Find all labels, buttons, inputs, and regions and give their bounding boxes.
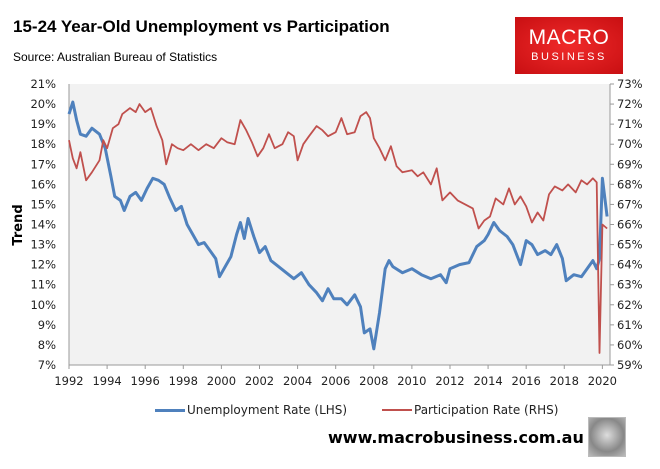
macrobusiness-logo: MACRO BUSINESS <box>515 17 623 74</box>
x-tick: 2020 <box>588 374 617 388</box>
unemployment-line <box>67 100 609 351</box>
participation-line <box>68 103 608 354</box>
y-tick-left: 19% <box>30 117 56 131</box>
y-tick-left: 15% <box>30 197 56 211</box>
y-tick-left: 14% <box>30 218 56 232</box>
x-tick: 1996 <box>131 374 160 388</box>
legend-label: Unemployment Rate (LHS) <box>187 403 348 417</box>
y-tick-left: 11% <box>30 278 56 292</box>
chart-source: Source: Australian Bureau of Statistics <box>13 50 218 64</box>
y-tick-left: 21% <box>30 77 56 91</box>
x-tick: 1992 <box>54 374 83 388</box>
x-tick: 1998 <box>169 374 198 388</box>
y-tick-left: 12% <box>30 258 56 272</box>
y-tick-left: 20% <box>30 97 56 111</box>
y-tick-right: 60% <box>617 338 643 352</box>
y-tick-right: 62% <box>617 298 643 312</box>
x-tick: 2014 <box>473 374 502 388</box>
x-tick: 2000 <box>207 374 236 388</box>
legend-item-unemployment: Unemployment Rate (LHS) <box>155 403 347 417</box>
plot-area <box>69 84 610 365</box>
chart-title: 15-24 Year-Old Unemployment vs Participa… <box>13 17 390 36</box>
y-tick-left: 17% <box>30 157 56 171</box>
x-tick: 2010 <box>397 374 426 388</box>
x-tick: 2006 <box>321 374 350 388</box>
legend-label: Participation Rate (RHS) <box>414 403 559 417</box>
logo-line1: MACRO <box>528 26 610 49</box>
x-tick: 2018 <box>550 374 579 388</box>
y-tick-left: 10% <box>30 298 56 312</box>
x-tick: 2002 <box>245 374 274 388</box>
y-tick-right: 72% <box>617 97 643 111</box>
y-tick-right: 66% <box>617 218 643 232</box>
y-tick-right: 71% <box>617 117 643 131</box>
x-tick: 2004 <box>283 374 312 388</box>
x-tick: 2016 <box>512 374 541 388</box>
y-tick-right: 64% <box>617 258 643 272</box>
y-tick-left: 7% <box>38 358 56 372</box>
legend-item-participation: Participation Rate (RHS) <box>382 403 558 417</box>
y-tick-left: 16% <box>30 177 56 191</box>
website-url: www.macrobusiness.com.au <box>328 428 584 447</box>
wolf-icon <box>588 417 626 457</box>
y-tick-left: 13% <box>30 238 56 252</box>
y-tick-left: 9% <box>38 318 56 332</box>
y-tick-right: 73% <box>617 77 643 91</box>
y-tick-right: 69% <box>617 157 643 171</box>
y-axis-label: Trend <box>11 204 26 245</box>
x-tick: 1994 <box>92 374 121 388</box>
x-tick: 2008 <box>359 374 388 388</box>
line-chart: 7% 8% 9% 10% 11% 12% 13% 14% 15% 16% 17% 18% 19% 20% 2… <box>11 77 643 388</box>
y-tick-left: 8% <box>38 338 56 352</box>
y-tick-right: 61% <box>617 318 643 332</box>
legend-swatch-blue <box>155 408 185 412</box>
y-tick-right: 67% <box>617 197 643 211</box>
y-tick-left: 18% <box>30 137 56 151</box>
logo-line2: BUSINESS <box>531 51 607 63</box>
y-tick-right: 59% <box>617 358 643 372</box>
y-tick-right: 63% <box>617 278 643 292</box>
y-tick-right: 70% <box>617 137 643 151</box>
y-tick-right: 68% <box>617 177 643 191</box>
y-tick-right: 65% <box>617 238 643 252</box>
x-tick: 2012 <box>435 374 464 388</box>
legend-swatch-red <box>382 409 412 411</box>
